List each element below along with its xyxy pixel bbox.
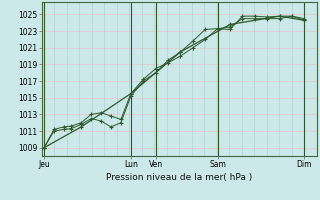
- X-axis label: Pression niveau de la mer( hPa ): Pression niveau de la mer( hPa ): [106, 173, 252, 182]
